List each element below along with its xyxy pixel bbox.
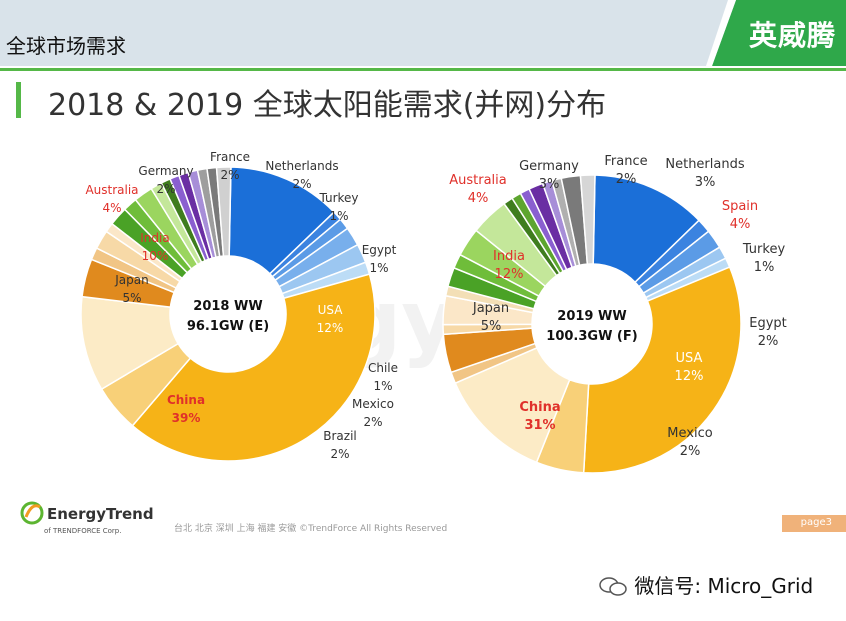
center-label: 100.3GW (F) xyxy=(546,329,637,344)
label-brazil: Brazil xyxy=(323,429,357,443)
value-india: 12% xyxy=(495,267,524,282)
label-germany: Germany xyxy=(138,164,193,178)
label-turkey: Turkey xyxy=(318,191,358,205)
value-egypt: 1% xyxy=(369,261,388,275)
logo-leaf-icon xyxy=(20,501,44,525)
label-netherlands: Netherlands xyxy=(665,157,744,172)
value-egypt: 2% xyxy=(758,334,779,349)
brand-badge xyxy=(706,0,846,66)
page-number: page3 xyxy=(800,517,832,528)
label-egypt: Egypt xyxy=(749,316,787,331)
header-divider xyxy=(0,68,846,71)
donut-chart-1: 2018 WW 96.1GW (E) USA 12% Chile 1% Mexico 2% Br… xyxy=(80,150,398,462)
label-japan: Japan xyxy=(114,273,148,287)
label-india: India xyxy=(493,249,525,264)
value-france: 2% xyxy=(220,168,239,182)
value-brazil: 2% xyxy=(330,447,349,461)
footer-cities: 台北 北京 深圳 上海 福建 安徽 ©TrendForce All Rights… xyxy=(174,524,448,534)
label-usa: USA xyxy=(318,303,344,317)
value-turkey: 1% xyxy=(754,260,775,275)
slide-title: 2018 & 2019 全球太阳能需求(并网)分布 xyxy=(48,88,607,123)
center-label: 96.1GW (E) xyxy=(187,319,269,334)
label-chile: Chile xyxy=(368,361,398,375)
value-australia: 4% xyxy=(102,201,121,215)
label-japan: Japan xyxy=(472,301,509,316)
label-china: China xyxy=(167,393,205,407)
value-china: 39% xyxy=(172,411,201,425)
center-label: 2018 WW xyxy=(193,299,262,314)
value-mexico: 2% xyxy=(363,415,382,429)
logo-name: EnergyTrend xyxy=(47,505,154,523)
value-netherlands: 2% xyxy=(292,177,311,191)
brand-logo-text: 英威腾 xyxy=(748,19,836,52)
donut-hole xyxy=(170,256,286,372)
value-japan: 5% xyxy=(481,319,502,334)
value-france: 2% xyxy=(616,172,637,187)
label-india: India xyxy=(140,231,169,245)
label-china: China xyxy=(519,400,560,415)
value-turkey: 1% xyxy=(329,209,348,223)
wechat-id: 微信号: Micro_Grid xyxy=(634,574,814,598)
energytrend-logo: EnergyTrend of TRENDFORCE Corp. xyxy=(20,501,154,535)
center-label: 2019 WW xyxy=(557,309,626,324)
label-mexico: Mexico xyxy=(667,426,712,441)
value-chile: 1% xyxy=(373,379,392,393)
value-japan: 5% xyxy=(122,291,141,305)
section-title: 全球市场需求 xyxy=(6,34,126,58)
value-australia: 4% xyxy=(468,191,489,206)
value-india: 10% xyxy=(142,249,169,263)
wechat-label: 微信号: Micro_Grid xyxy=(598,570,813,599)
wechat-icon xyxy=(599,577,627,596)
value-spain: 4% xyxy=(730,217,751,232)
value-usa: 12% xyxy=(317,321,344,335)
label-france: France xyxy=(210,150,250,164)
page-tag: page3 xyxy=(782,515,846,532)
value-mexico: 2% xyxy=(680,444,701,459)
label-spain: Spain xyxy=(722,199,758,214)
header-bar: 全球市场需求 英威腾 xyxy=(0,0,846,66)
value-usa: 12% xyxy=(675,369,704,384)
label-mexico: Mexico xyxy=(352,397,394,411)
value-china: 31% xyxy=(524,418,555,433)
label-germany: Germany xyxy=(519,159,579,174)
label-netherlands: Netherlands xyxy=(265,159,338,173)
label-turkey: Turkey xyxy=(742,242,786,257)
value-netherlands: 3% xyxy=(695,175,716,190)
label-australia: Australia xyxy=(85,183,138,197)
donut-chart-2: 2019 WW 100.3GW (F) USA 12% Mexico 2% China 31%… xyxy=(442,154,787,474)
label-france: France xyxy=(604,154,647,169)
title-accent-bar xyxy=(16,82,21,118)
logo-sub: of TRENDFORCE Corp. xyxy=(44,527,121,535)
value-germany: 2% xyxy=(156,182,175,196)
value-germany: 3% xyxy=(539,177,560,192)
donut-hole xyxy=(532,264,652,384)
label-usa: USA xyxy=(676,351,703,366)
label-egypt: Egypt xyxy=(362,243,397,257)
label-australia: Australia xyxy=(449,173,507,188)
